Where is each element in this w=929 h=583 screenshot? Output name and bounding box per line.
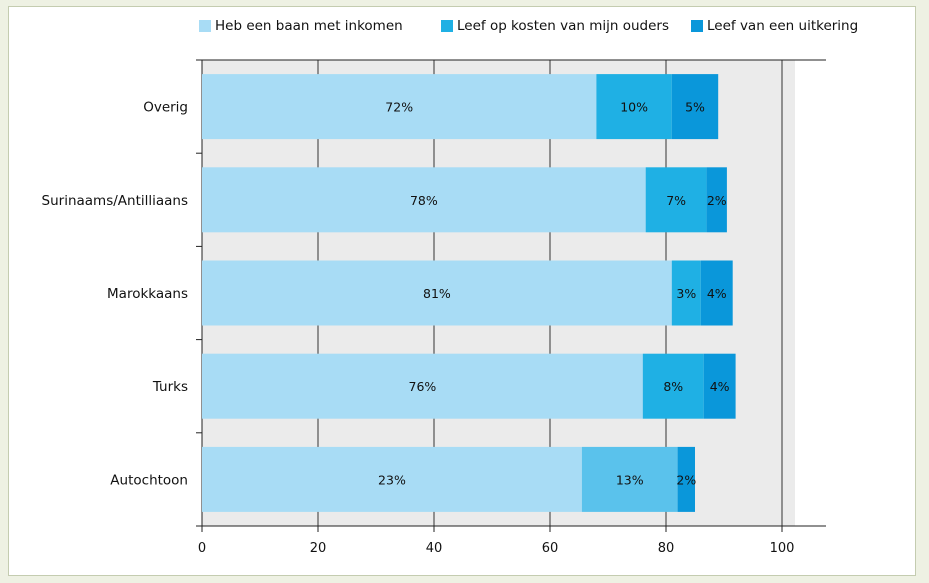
legend-item-2: Leef van een uitkering xyxy=(691,16,858,36)
data-label: 7% xyxy=(666,193,686,208)
data-label: 10% xyxy=(620,100,648,115)
data-label: 78% xyxy=(410,193,438,208)
data-label: 2% xyxy=(676,472,696,487)
x-tick-label: 80 xyxy=(658,541,675,556)
data-label: 23% xyxy=(378,472,406,487)
bar-segment xyxy=(645,167,707,233)
bar-segment xyxy=(642,353,704,419)
bar-segment xyxy=(581,446,678,512)
legend-label-2: Leef van een uitkering xyxy=(707,18,859,34)
category-label: Marokkaans xyxy=(107,286,188,302)
category-label: Overig xyxy=(143,100,188,116)
x-tick-label: 40 xyxy=(426,541,443,556)
legend-item-1: Leef op kosten van mijn ouders xyxy=(441,16,669,36)
data-label: 4% xyxy=(710,379,730,394)
category-label: Turks xyxy=(152,379,188,395)
bar-segment xyxy=(706,167,727,233)
bar-segment xyxy=(700,260,733,326)
data-label: 13% xyxy=(616,472,644,487)
data-label: 5% xyxy=(685,100,705,115)
legend-label-1: Leef op kosten van mijn ouders xyxy=(457,18,670,34)
legend-label-0: Heb een baan met inkomen xyxy=(215,18,403,34)
bar-segment xyxy=(202,260,672,326)
bar-segment xyxy=(677,446,695,512)
data-label: 81% xyxy=(423,286,451,301)
data-label: 72% xyxy=(385,100,413,115)
x-tick-label: 20 xyxy=(310,541,327,556)
bar-segment xyxy=(202,353,643,419)
category-label: Surinaams/Antilliaans xyxy=(42,193,188,209)
legend-swatch-1 xyxy=(441,20,453,32)
data-label: 8% xyxy=(663,379,683,394)
x-tick-label: 100 xyxy=(770,541,795,556)
bar-segment xyxy=(596,74,672,140)
data-label: 3% xyxy=(676,286,696,301)
data-label: 76% xyxy=(409,379,437,394)
data-label: 2% xyxy=(707,193,727,208)
legend-item-0: Heb een baan met inkomen xyxy=(199,16,403,36)
data-label: 4% xyxy=(707,286,727,301)
legend-swatch-2 xyxy=(691,20,703,32)
legend-swatch-0 xyxy=(199,20,211,32)
bar-segment xyxy=(703,353,736,419)
bar-segment xyxy=(202,74,597,140)
bar-segment xyxy=(202,446,582,512)
bar-segment xyxy=(202,167,646,233)
category-label: Autochtoon xyxy=(110,472,188,488)
x-tick-label: 0 xyxy=(198,541,206,556)
bar-segment xyxy=(671,260,701,326)
bar-segment xyxy=(671,74,719,140)
chart-legend: Heb een baan met inkomen Leef op kosten … xyxy=(0,16,929,38)
x-tick-label: 60 xyxy=(542,541,559,556)
